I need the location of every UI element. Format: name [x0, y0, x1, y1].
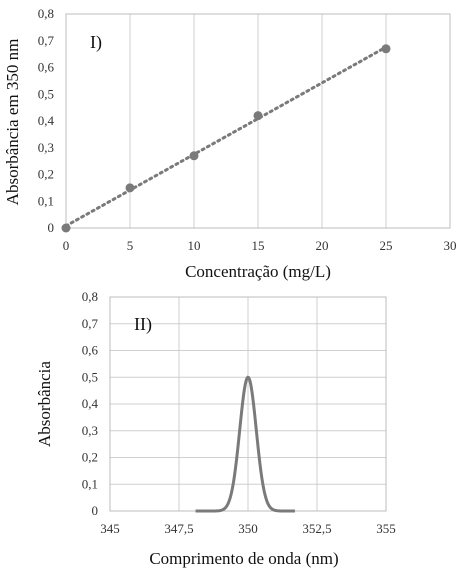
c2-y-tick-label: 0,4: [82, 396, 99, 411]
c2-x-tick-label: 355: [376, 521, 396, 536]
c2-y-tick-label: 0,1: [82, 476, 98, 491]
c1-x-tick-label: 10: [188, 238, 201, 253]
chart-1-data-point: [61, 223, 71, 233]
chart-1-panel-label: I): [90, 32, 102, 53]
c2-x-tick-label: 352,5: [302, 521, 331, 536]
c2-y-tick-label: 0,6: [82, 343, 99, 358]
c1-y-tick-label: 0: [48, 220, 55, 235]
c1-y-tick-label: 0,2: [38, 167, 54, 182]
c1-x-tick-label: 5: [127, 238, 134, 253]
chart-1-data-points: [61, 44, 391, 233]
c1-x-tick-label: 20: [316, 238, 329, 253]
chart-1-data-point: [253, 111, 263, 121]
c1-x-tick-label: 30: [444, 238, 457, 253]
c1-x-tick-label: 15: [252, 238, 265, 253]
chart-1-data-point: [125, 183, 135, 193]
chart-2-x-tick-labels: 345 347,5 350 352,5 355: [100, 521, 396, 536]
c1-y-tick-label: 0,1: [38, 193, 54, 208]
chart-2-y-tick-labels: 0 0,1 0,2 0,3 0,4 0,5 0,6 0,7 0,8: [82, 289, 99, 518]
c2-x-tick-label: 345: [100, 521, 120, 536]
chart-1: 0 0,1 0,2 0,3 0,4 0,5 0,6 0,7 0,8 0 5 10 15 20 25 30 I…: [3, 6, 457, 281]
chart-2-plot-frame: [109, 296, 387, 512]
c2-y-tick-label: 0,3: [82, 423, 98, 438]
chart-1-y-tick-labels: 0 0,1 0,2 0,3 0,4 0,5 0,6 0,7 0,8: [38, 6, 55, 235]
chart-2-absorbance-curve: [195, 375, 295, 513]
chart-2-panel-label: II): [134, 314, 152, 335]
c1-y-tick-label: 0,8: [38, 6, 54, 21]
c2-y-tick-label: 0,2: [82, 450, 98, 465]
c1-x-tick-label: 25: [380, 238, 393, 253]
chart-2-x-axis-title: Comprimento de onda (nm): [149, 549, 338, 568]
chart-1-data-point: [189, 151, 199, 161]
c2-y-tick-label: 0,8: [82, 289, 98, 304]
chart-2-y-axis-title: Absorbância: [35, 361, 54, 447]
chart-1-plot-frame: [65, 13, 451, 229]
chart-1-data-point: [381, 44, 391, 54]
c1-x-tick-label: 0: [63, 238, 70, 253]
chart-1-x-tick-labels: 0 5 10 15 20 25 30: [63, 238, 457, 253]
c2-y-tick-label: 0: [92, 503, 99, 518]
c2-y-tick-label: 0,5: [82, 369, 98, 384]
chart-1-y-axis-title: Absorbância em 350 nm: [3, 39, 22, 206]
c2-y-tick-label: 0,7: [82, 316, 99, 331]
c1-y-tick-label: 0,7: [38, 33, 55, 48]
chart-2: 0 0,1 0,2 0,3 0,4 0,5 0,6 0,7 0,8 345 347,5 350 352…: [35, 289, 396, 568]
c1-y-tick-label: 0,3: [38, 140, 54, 155]
c1-y-tick-label: 0,6: [38, 60, 55, 75]
chart-1-x-axis-title: Concentração (mg/L): [185, 262, 331, 281]
chart-1-grid: [65, 14, 451, 228]
c1-y-tick-label: 0,4: [38, 113, 55, 128]
c2-x-tick-label: 350: [238, 521, 258, 536]
c2-x-tick-label: 347,5: [164, 521, 193, 536]
chart-1-trendline: [64, 45, 388, 228]
c1-y-tick-label: 0,5: [38, 86, 54, 101]
